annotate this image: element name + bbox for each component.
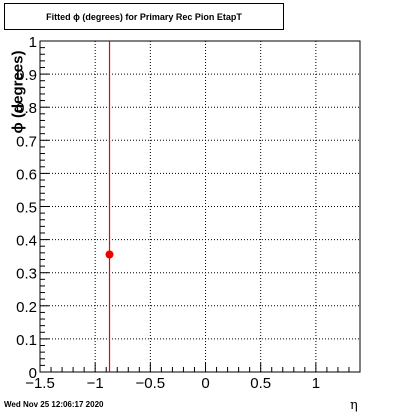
x-tick-label: 1	[312, 375, 320, 392]
y-axis-title: ϕ (degrees)	[9, 50, 27, 134]
y-tick-label: 0.1	[16, 332, 37, 349]
y-tick-label: 0.8	[16, 100, 37, 117]
y-tick-label: 1	[29, 34, 37, 51]
y-tick-label: 0.4	[16, 233, 37, 250]
x-axis-title: η	[350, 398, 358, 413]
y-tick-label: 0.9	[16, 67, 37, 84]
x-tick-label: −0.5	[136, 375, 166, 392]
y-tick-label: 0.5	[16, 200, 37, 217]
grid	[40, 41, 360, 372]
x-tick-label: −1.5	[25, 375, 55, 392]
data-point	[105, 250, 114, 259]
data-layer	[105, 41, 114, 372]
y-tick-label: 0.7	[16, 133, 37, 150]
x-tick-label: 0	[201, 375, 209, 392]
y-tick-label: 0.6	[16, 166, 37, 183]
axis-ticks	[39, 40, 361, 373]
y-tick-label: 0.2	[16, 299, 37, 316]
chart-title: Fitted ϕ (degrees) for Primary Rec Pion …	[46, 11, 242, 22]
y-tick-label: 0	[29, 365, 37, 382]
x-tick-label: −1	[87, 375, 104, 392]
title-box: Fitted ϕ (degrees) for Primary Rec Pion …	[4, 3, 284, 30]
y-tick-label: 0.3	[16, 266, 37, 283]
footer-timestamp: Wed Nov 25 12:06:17 2020	[4, 400, 104, 409]
tick-labels: −1.5 −1 −0.5 0 0.5 1 0 0.1 0.2 0.3 0.4 0.5 0.6 0.7 0.8…	[16, 34, 320, 392]
x-tick-label: 0.5	[250, 375, 271, 392]
